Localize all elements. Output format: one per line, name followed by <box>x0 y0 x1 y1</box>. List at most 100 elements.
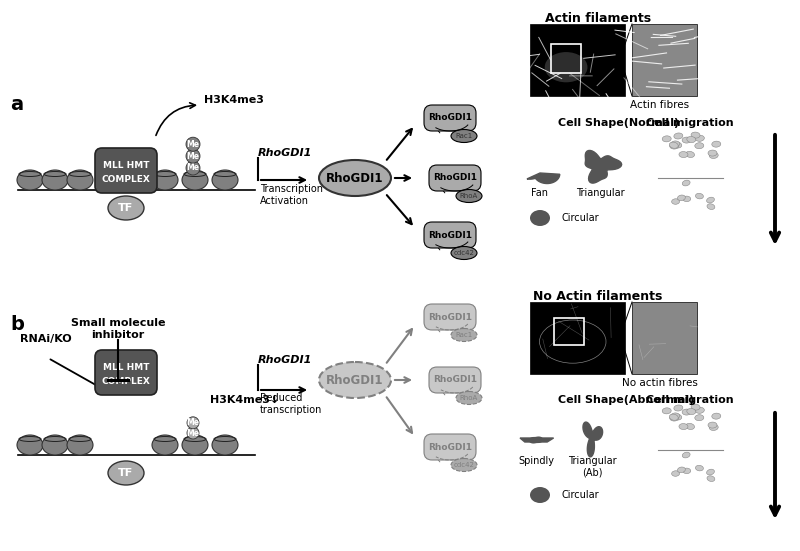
FancyBboxPatch shape <box>424 105 476 131</box>
Ellipse shape <box>691 404 700 410</box>
Circle shape <box>186 161 200 175</box>
Text: MLL HMT: MLL HMT <box>102 160 150 170</box>
Ellipse shape <box>678 467 686 473</box>
FancyBboxPatch shape <box>95 350 157 395</box>
Bar <box>530 302 625 374</box>
Text: cdc42: cdc42 <box>454 250 474 256</box>
Ellipse shape <box>674 133 683 139</box>
Text: Circular: Circular <box>562 490 600 500</box>
Ellipse shape <box>545 52 587 82</box>
Text: Triangular
(Ab): Triangular (Ab) <box>568 456 616 478</box>
Ellipse shape <box>673 414 682 420</box>
Ellipse shape <box>710 153 718 159</box>
Polygon shape <box>583 422 602 457</box>
Text: TF: TF <box>118 203 134 213</box>
Ellipse shape <box>662 136 671 142</box>
Ellipse shape <box>695 466 703 471</box>
Ellipse shape <box>707 476 715 482</box>
Ellipse shape <box>319 160 391 196</box>
Ellipse shape <box>451 129 477 143</box>
Ellipse shape <box>670 414 678 420</box>
Text: RhoGDI1: RhoGDI1 <box>326 374 384 386</box>
Text: Small molecule
inhibitor: Small molecule inhibitor <box>70 318 166 339</box>
Ellipse shape <box>530 487 550 503</box>
Ellipse shape <box>42 435 68 455</box>
Text: Triangular: Triangular <box>576 188 624 198</box>
Ellipse shape <box>674 405 683 411</box>
Ellipse shape <box>710 424 718 430</box>
Ellipse shape <box>456 392 482 404</box>
Ellipse shape <box>682 196 690 202</box>
Circle shape <box>187 427 199 439</box>
Text: RhoGDI1: RhoGDI1 <box>433 375 477 385</box>
Ellipse shape <box>679 424 688 430</box>
Bar <box>554 318 584 345</box>
Ellipse shape <box>182 435 208 455</box>
Text: Me: Me <box>186 152 199 160</box>
Ellipse shape <box>679 152 688 158</box>
Text: RhoGDI1: RhoGDI1 <box>326 171 384 185</box>
Polygon shape <box>530 437 542 443</box>
Ellipse shape <box>451 458 477 472</box>
Ellipse shape <box>706 469 714 475</box>
Ellipse shape <box>670 143 678 149</box>
Text: MLL HMT: MLL HMT <box>102 363 150 371</box>
Text: RNAi/KO: RNAi/KO <box>20 334 72 344</box>
Ellipse shape <box>451 246 477 260</box>
Polygon shape <box>585 150 622 183</box>
Text: No actin fibres: No actin fibres <box>622 378 698 388</box>
Circle shape <box>186 149 200 163</box>
Text: RhoGDI1: RhoGDI1 <box>258 355 312 365</box>
Ellipse shape <box>108 196 144 220</box>
Text: COMPLEX: COMPLEX <box>102 377 150 386</box>
FancyBboxPatch shape <box>424 434 476 460</box>
Ellipse shape <box>686 152 694 158</box>
Ellipse shape <box>530 210 550 226</box>
Ellipse shape <box>672 199 680 204</box>
Bar <box>530 24 625 96</box>
Text: Reduced
transcription: Reduced transcription <box>260 393 322 414</box>
Ellipse shape <box>682 180 690 186</box>
Ellipse shape <box>42 170 68 190</box>
Text: RhoGDI1: RhoGDI1 <box>428 230 472 240</box>
Ellipse shape <box>686 423 694 429</box>
Text: Actin fibres: Actin fibres <box>630 100 690 110</box>
Text: H3K4me3↓: H3K4me3↓ <box>210 395 279 405</box>
Text: RhoGDI1: RhoGDI1 <box>428 114 472 122</box>
Text: Me: Me <box>186 164 199 172</box>
Ellipse shape <box>451 328 477 342</box>
Text: Rac1: Rac1 <box>455 133 473 139</box>
FancyBboxPatch shape <box>424 222 476 248</box>
Ellipse shape <box>672 471 680 476</box>
Ellipse shape <box>670 413 680 419</box>
Text: RhoGDI1: RhoGDI1 <box>258 148 312 158</box>
FancyBboxPatch shape <box>429 367 481 393</box>
Ellipse shape <box>67 170 93 190</box>
Ellipse shape <box>687 408 696 414</box>
Ellipse shape <box>108 461 144 485</box>
Ellipse shape <box>152 170 178 190</box>
Ellipse shape <box>706 197 714 203</box>
Ellipse shape <box>712 413 721 419</box>
Ellipse shape <box>212 435 238 455</box>
Ellipse shape <box>708 422 717 428</box>
Ellipse shape <box>152 435 178 455</box>
Ellipse shape <box>691 132 700 138</box>
Circle shape <box>187 417 199 429</box>
Text: Cell Shape(Abnormal): Cell Shape(Abnormal) <box>558 395 694 405</box>
Text: RhoGDI1: RhoGDI1 <box>428 442 472 451</box>
Ellipse shape <box>707 204 715 209</box>
Text: Transcription
Activation: Transcription Activation <box>260 184 323 206</box>
Ellipse shape <box>456 190 482 203</box>
Text: COMPLEX: COMPLEX <box>102 175 150 184</box>
Text: Me: Me <box>186 429 199 437</box>
Text: b: b <box>10 315 24 334</box>
Ellipse shape <box>682 452 690 458</box>
FancyBboxPatch shape <box>429 165 481 191</box>
Ellipse shape <box>673 142 682 148</box>
Ellipse shape <box>662 408 671 414</box>
Text: Me: Me <box>186 140 199 149</box>
Ellipse shape <box>17 435 43 455</box>
Circle shape <box>186 137 200 151</box>
Ellipse shape <box>695 193 703 199</box>
